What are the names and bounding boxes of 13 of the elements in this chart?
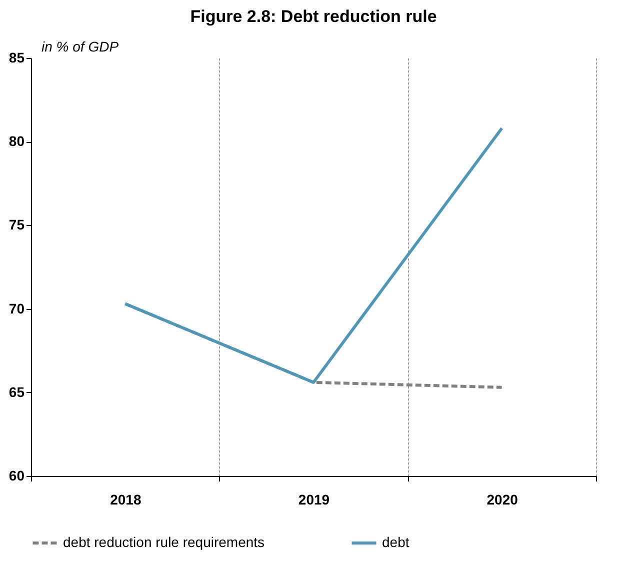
x-tick-label: 2020 <box>486 492 518 508</box>
y-tick-label: 70 <box>8 300 25 316</box>
y-tick-label: 65 <box>8 384 25 400</box>
y-tick-label: 80 <box>8 133 25 150</box>
legend-label: debt reduction rule requirements <box>63 534 265 550</box>
y-tick-label: 60 <box>8 468 25 484</box>
chart-title: Figure 2.8: Debt reduction rule <box>190 7 437 26</box>
y-axis-title: in % of GDP <box>42 38 120 54</box>
y-tick-label: 85 <box>8 50 25 66</box>
x-tick-label: 2018 <box>110 492 142 508</box>
legend-label: debt <box>382 534 410 550</box>
x-tick-label: 2019 <box>298 492 330 508</box>
y-tick-label: 75 <box>8 216 25 233</box>
